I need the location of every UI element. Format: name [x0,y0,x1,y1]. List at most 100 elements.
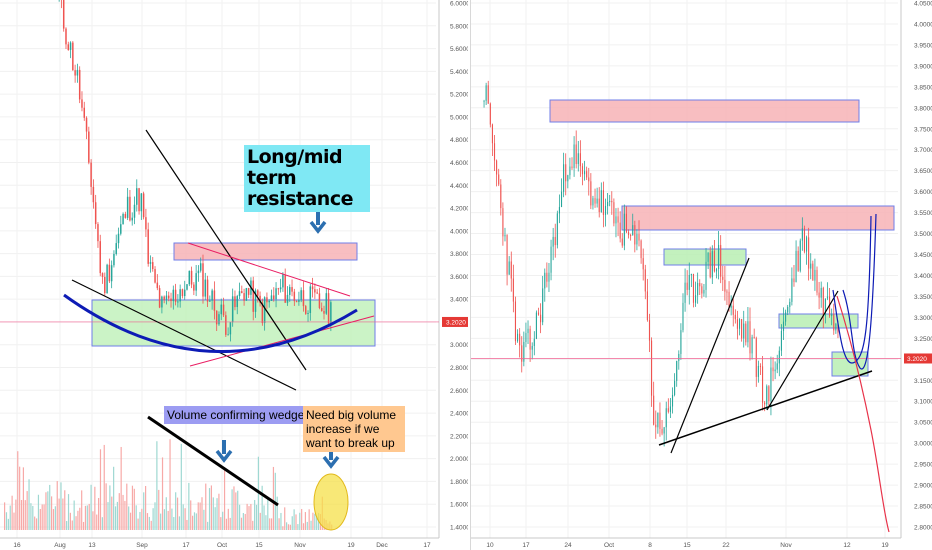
volume-bar [62,498,64,530]
volume-bar [26,491,28,530]
volume-bar [250,503,252,530]
volume-bar [17,451,19,530]
y-tick-label: 2.8000 [914,525,932,532]
right-candle-body [611,200,613,203]
volume-bar [193,512,196,530]
x-tick-label: Nov [780,542,792,549]
volume-bar [81,490,83,530]
left-candle-body [277,288,280,290]
y-tick-label: 3.1500 [914,378,932,385]
wedge-annotation[interactable]: Volume confirming wedge [164,406,308,424]
left-candle-body [284,274,286,303]
volume-bar [156,441,158,530]
left-candle-body [110,265,113,282]
right-candle-body [757,365,759,377]
volume-bar [188,482,190,530]
left-candle-body [220,304,223,315]
right-candle-body [831,314,833,317]
left-candle-body [309,286,312,313]
y-tick-label: 4.4000 [450,183,468,190]
right-candle-body [751,337,753,354]
volume-bar [278,518,280,530]
right-candle-body [782,321,785,331]
volume-bar [71,520,73,530]
left-candle-body [174,289,177,302]
y-tick-label: 2.0000 [450,456,468,463]
resistance-annotation[interactable]: Long/mid term resistance [244,145,370,212]
volume-bar [287,524,290,530]
y-tick-label: 1.8000 [450,479,468,486]
right-candle-body [483,100,485,102]
volume-bar [246,503,248,530]
right-candle-body [586,171,588,178]
resistance-zone [621,205,895,231]
right-candle-body [736,319,738,329]
left-candle-body [147,229,149,264]
volume-bar [229,517,231,530]
left-candle-body [275,288,277,300]
y-tick-label: 3.9500 [914,42,932,49]
right-candle-body [646,291,648,321]
y-tick-label: 6.0000 [450,1,468,8]
left-chart-panel[interactable]: 6.0000 5.8000 5.6000 5.4000 5.2000 5.0000 4.80… [0,0,468,550]
right-candle-body [577,153,579,165]
y-tick-label: 3.6500 [914,168,932,175]
left-candle-body [289,287,291,295]
right-candle-body [711,251,713,278]
right-candle-body [634,225,636,245]
volume-bar [261,485,263,530]
right-candle-body [619,222,621,239]
volume-annotation[interactable]: Need big volume increase if we want to b… [303,406,405,452]
volume-bar [90,484,92,530]
right-candle-body [594,198,596,204]
right-candle-body [799,240,801,271]
right-chart-panel[interactable]: 4.0500 4.0000 3.9500 3.9000 3.8500 3.8000 3.75… [470,0,932,550]
right-candle-body [517,333,519,342]
right-candle-body [726,291,728,293]
right-candle-body [632,225,634,236]
left-candle-body [204,279,207,297]
right-candle-body [810,263,812,269]
current-price-tag [904,353,932,364]
left-candle-body [97,224,99,242]
volume-bar [5,512,8,530]
right-candle-body [682,302,684,331]
wedge-arrow-head [215,449,233,463]
y-tick-label: 3.0500 [914,420,932,427]
left-candle-body [154,269,156,283]
left-candle-body [270,295,273,301]
left-candle-body [252,280,254,312]
right-candle-body [688,275,690,290]
y-tick-label: 3.5000 [914,231,932,238]
right-candle-body [512,278,514,302]
volume-bar [137,518,139,530]
left-candle-body [129,196,131,221]
right-candle-body [690,273,692,276]
left-candle-body [181,289,184,297]
x-tick-label: 24 [564,542,572,549]
left-candle-body [238,291,241,297]
x-tick-label: 10 [486,542,494,549]
left-candle-body [170,298,172,302]
left-candle-body [241,291,243,294]
right-candle-body [753,337,755,339]
right-candle-body [676,360,678,381]
current-price-label: 3.2020 [446,319,466,326]
left-candle-body [282,274,284,288]
right-candlestick-chart[interactable]: 4.0500 4.0000 3.9500 3.9000 3.8500 3.8000 3.75… [471,0,932,550]
left-candle-body [268,300,270,303]
right-candle-body [529,328,531,350]
y-tick-label: 3.5500 [914,210,932,217]
volume-bar [312,512,314,530]
left-candle-body [145,217,147,230]
right-candle-body [588,177,590,182]
x-tick-label: 17 [522,542,530,549]
left-candle-body [172,289,175,302]
right-candle-body [638,233,640,241]
right-candle-body [770,367,772,401]
volume-bar [94,486,96,530]
right-candle-body [755,338,757,377]
right-candle-body [833,314,835,331]
left-candlestick-chart[interactable]: 6.0000 5.8000 5.6000 5.4000 5.2000 5.0000 4.80… [0,0,468,550]
left-candle-body [199,263,202,271]
